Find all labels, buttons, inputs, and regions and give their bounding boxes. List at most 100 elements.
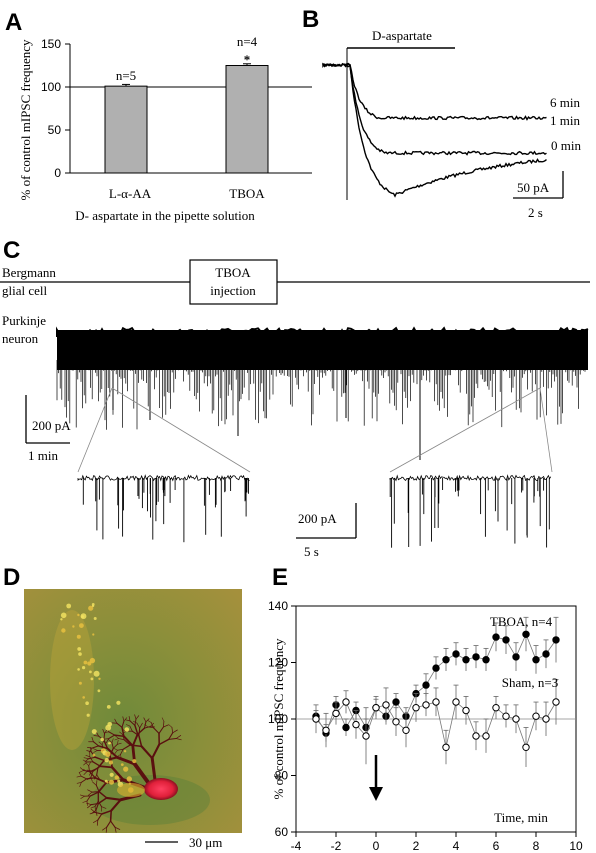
- c-zoom-guide-2: [111, 387, 251, 473]
- d-dendrite-branch: [97, 797, 108, 805]
- d-glial-dot: [80, 613, 87, 620]
- d-dendrite-branch: [105, 796, 122, 801]
- d-glial-dot: [91, 729, 97, 735]
- c-zoom-trace-right: [389, 474, 552, 548]
- d-dendrite-branch: [83, 768, 88, 772]
- d-glial-dot: [98, 677, 101, 680]
- panel-label-c: C: [3, 237, 20, 264]
- d-dendrite-branch: [116, 722, 123, 728]
- d-dendrite-branch: [89, 756, 94, 763]
- panel-d-micrograph: 30 μm: [24, 589, 242, 850]
- d-dendrite-branch: [102, 826, 108, 831]
- c-main-trace: [56, 326, 589, 460]
- d-dendrite-branch: [92, 761, 101, 767]
- a-category-label-2: TBOA: [229, 186, 265, 201]
- c-purkinje-label-2: neuron: [2, 331, 39, 346]
- c-scale-y-label: 200 pA: [32, 418, 71, 433]
- d-dendrite-branch: [94, 756, 105, 762]
- d-dendrite-branch: [117, 739, 119, 745]
- e-y-tick-label: 120: [268, 656, 288, 670]
- d-purkinje-dendrites: [76, 714, 182, 833]
- d-dendrite-branch: [93, 748, 98, 751]
- e-y-axis-label: % of control mIPSC frequency: [271, 638, 286, 800]
- e-tboa-point: [442, 656, 450, 664]
- d-glial-glow: [50, 610, 94, 750]
- e-tboa-point: [532, 656, 540, 664]
- b-scale-y-label: 50 pA: [517, 180, 550, 195]
- d-dendrite-branch: [163, 724, 169, 728]
- d-dendrite-branch: [85, 762, 90, 767]
- d-dendrite-branch: [96, 780, 98, 786]
- e-sham-point: [312, 715, 320, 723]
- d-purkinje-soma: [144, 778, 178, 800]
- d-glial-dot: [88, 605, 94, 611]
- e-sham-point: [332, 709, 340, 718]
- e-tboa-point: [552, 636, 560, 644]
- d-dendrite-branch: [117, 748, 124, 751]
- a-n-label-2: n=4: [237, 34, 258, 49]
- e-x-tick-label: 2: [413, 839, 420, 853]
- d-glial-dot: [106, 781, 109, 784]
- e-sham-point: [462, 706, 470, 715]
- e-sham-point: [542, 715, 550, 723]
- d-dendrite-branch: [116, 754, 121, 757]
- e-tboa-point: [472, 653, 480, 661]
- d-dendrite-branch: [96, 819, 99, 826]
- d-dendrite-branch: [152, 727, 160, 734]
- b-label-1min: 1 min: [550, 113, 580, 128]
- e-y-tick-label: 100: [268, 712, 288, 726]
- d-dendrite-branch: [103, 739, 109, 750]
- d-dendrite-branch: [99, 765, 114, 769]
- d-glial-dot: [123, 766, 129, 772]
- d-dendrite-branch: [109, 809, 112, 822]
- d-dendrite-branch: [86, 795, 91, 802]
- d-yellow-overlap: [117, 783, 145, 797]
- d-dendrite-branch: [115, 755, 137, 766]
- d-dendrite-branch: [108, 739, 113, 743]
- d-glial-dot: [89, 657, 96, 664]
- d-dendrite-branch: [95, 731, 99, 737]
- d-dendrite-branch: [118, 738, 125, 741]
- e-y-tick-label: 140: [268, 599, 288, 613]
- d-glial-dot: [120, 763, 124, 766]
- d-dendrite-branch: [91, 809, 97, 814]
- e-legend-tboa: TBOA, n=4: [490, 614, 553, 629]
- b-trace-1min: [322, 62, 547, 156]
- d-glial-dot: [93, 670, 100, 677]
- c-zoom-guide-3: [389, 387, 541, 473]
- d-glial-dot: [82, 696, 85, 699]
- d-dendrite-branch: [90, 770, 94, 778]
- panel-label-d: D: [3, 564, 20, 591]
- d-dendrite-branch: [114, 718, 118, 724]
- d-dendrite-branch: [125, 719, 131, 722]
- d-glial-dot: [97, 689, 101, 693]
- d-glial-dot: [105, 724, 112, 731]
- e-tboa-point: [542, 650, 550, 658]
- d-dendrite-branch: [88, 765, 90, 773]
- d-dendrite-branch: [129, 725, 133, 732]
- b-label-0min: 0 min: [551, 138, 581, 153]
- d-dendrite-branch: [87, 789, 93, 793]
- panel-e-time-course: -4 -2 0 2 4 6 8 10 60 80 100 120 140 % of control mI…: [268, 599, 583, 853]
- c-zoom-guide-1: [77, 387, 113, 473]
- e-sham-point: [372, 704, 380, 712]
- d-dendrite-branch: [110, 798, 122, 812]
- a-y-tick-label: 0: [54, 166, 61, 180]
- d-dendrite-branch: [79, 770, 84, 773]
- d-glial-dot: [108, 760, 113, 765]
- c-bergmann-label-1: Bergmann: [2, 265, 56, 280]
- d-glial-dot: [89, 670, 92, 674]
- d-dendrite-branch: [125, 724, 131, 727]
- d-dendrite-branch: [105, 738, 110, 744]
- a-y-tick-label: 50: [48, 123, 62, 137]
- e-x-tick-label: 6: [493, 839, 500, 853]
- e-sham-point: [362, 732, 370, 740]
- d-dendrite-branch: [131, 730, 140, 737]
- a-n-label-1: n=5: [116, 68, 136, 83]
- d-glial-dot: [61, 628, 66, 633]
- d-dendrite-branch: [98, 790, 108, 799]
- d-dendrite-branch: [88, 770, 96, 779]
- d-dendrite-branch: [94, 776, 108, 784]
- d-dendrite-branch: [91, 745, 100, 749]
- d-dendrite-branch: [143, 726, 149, 729]
